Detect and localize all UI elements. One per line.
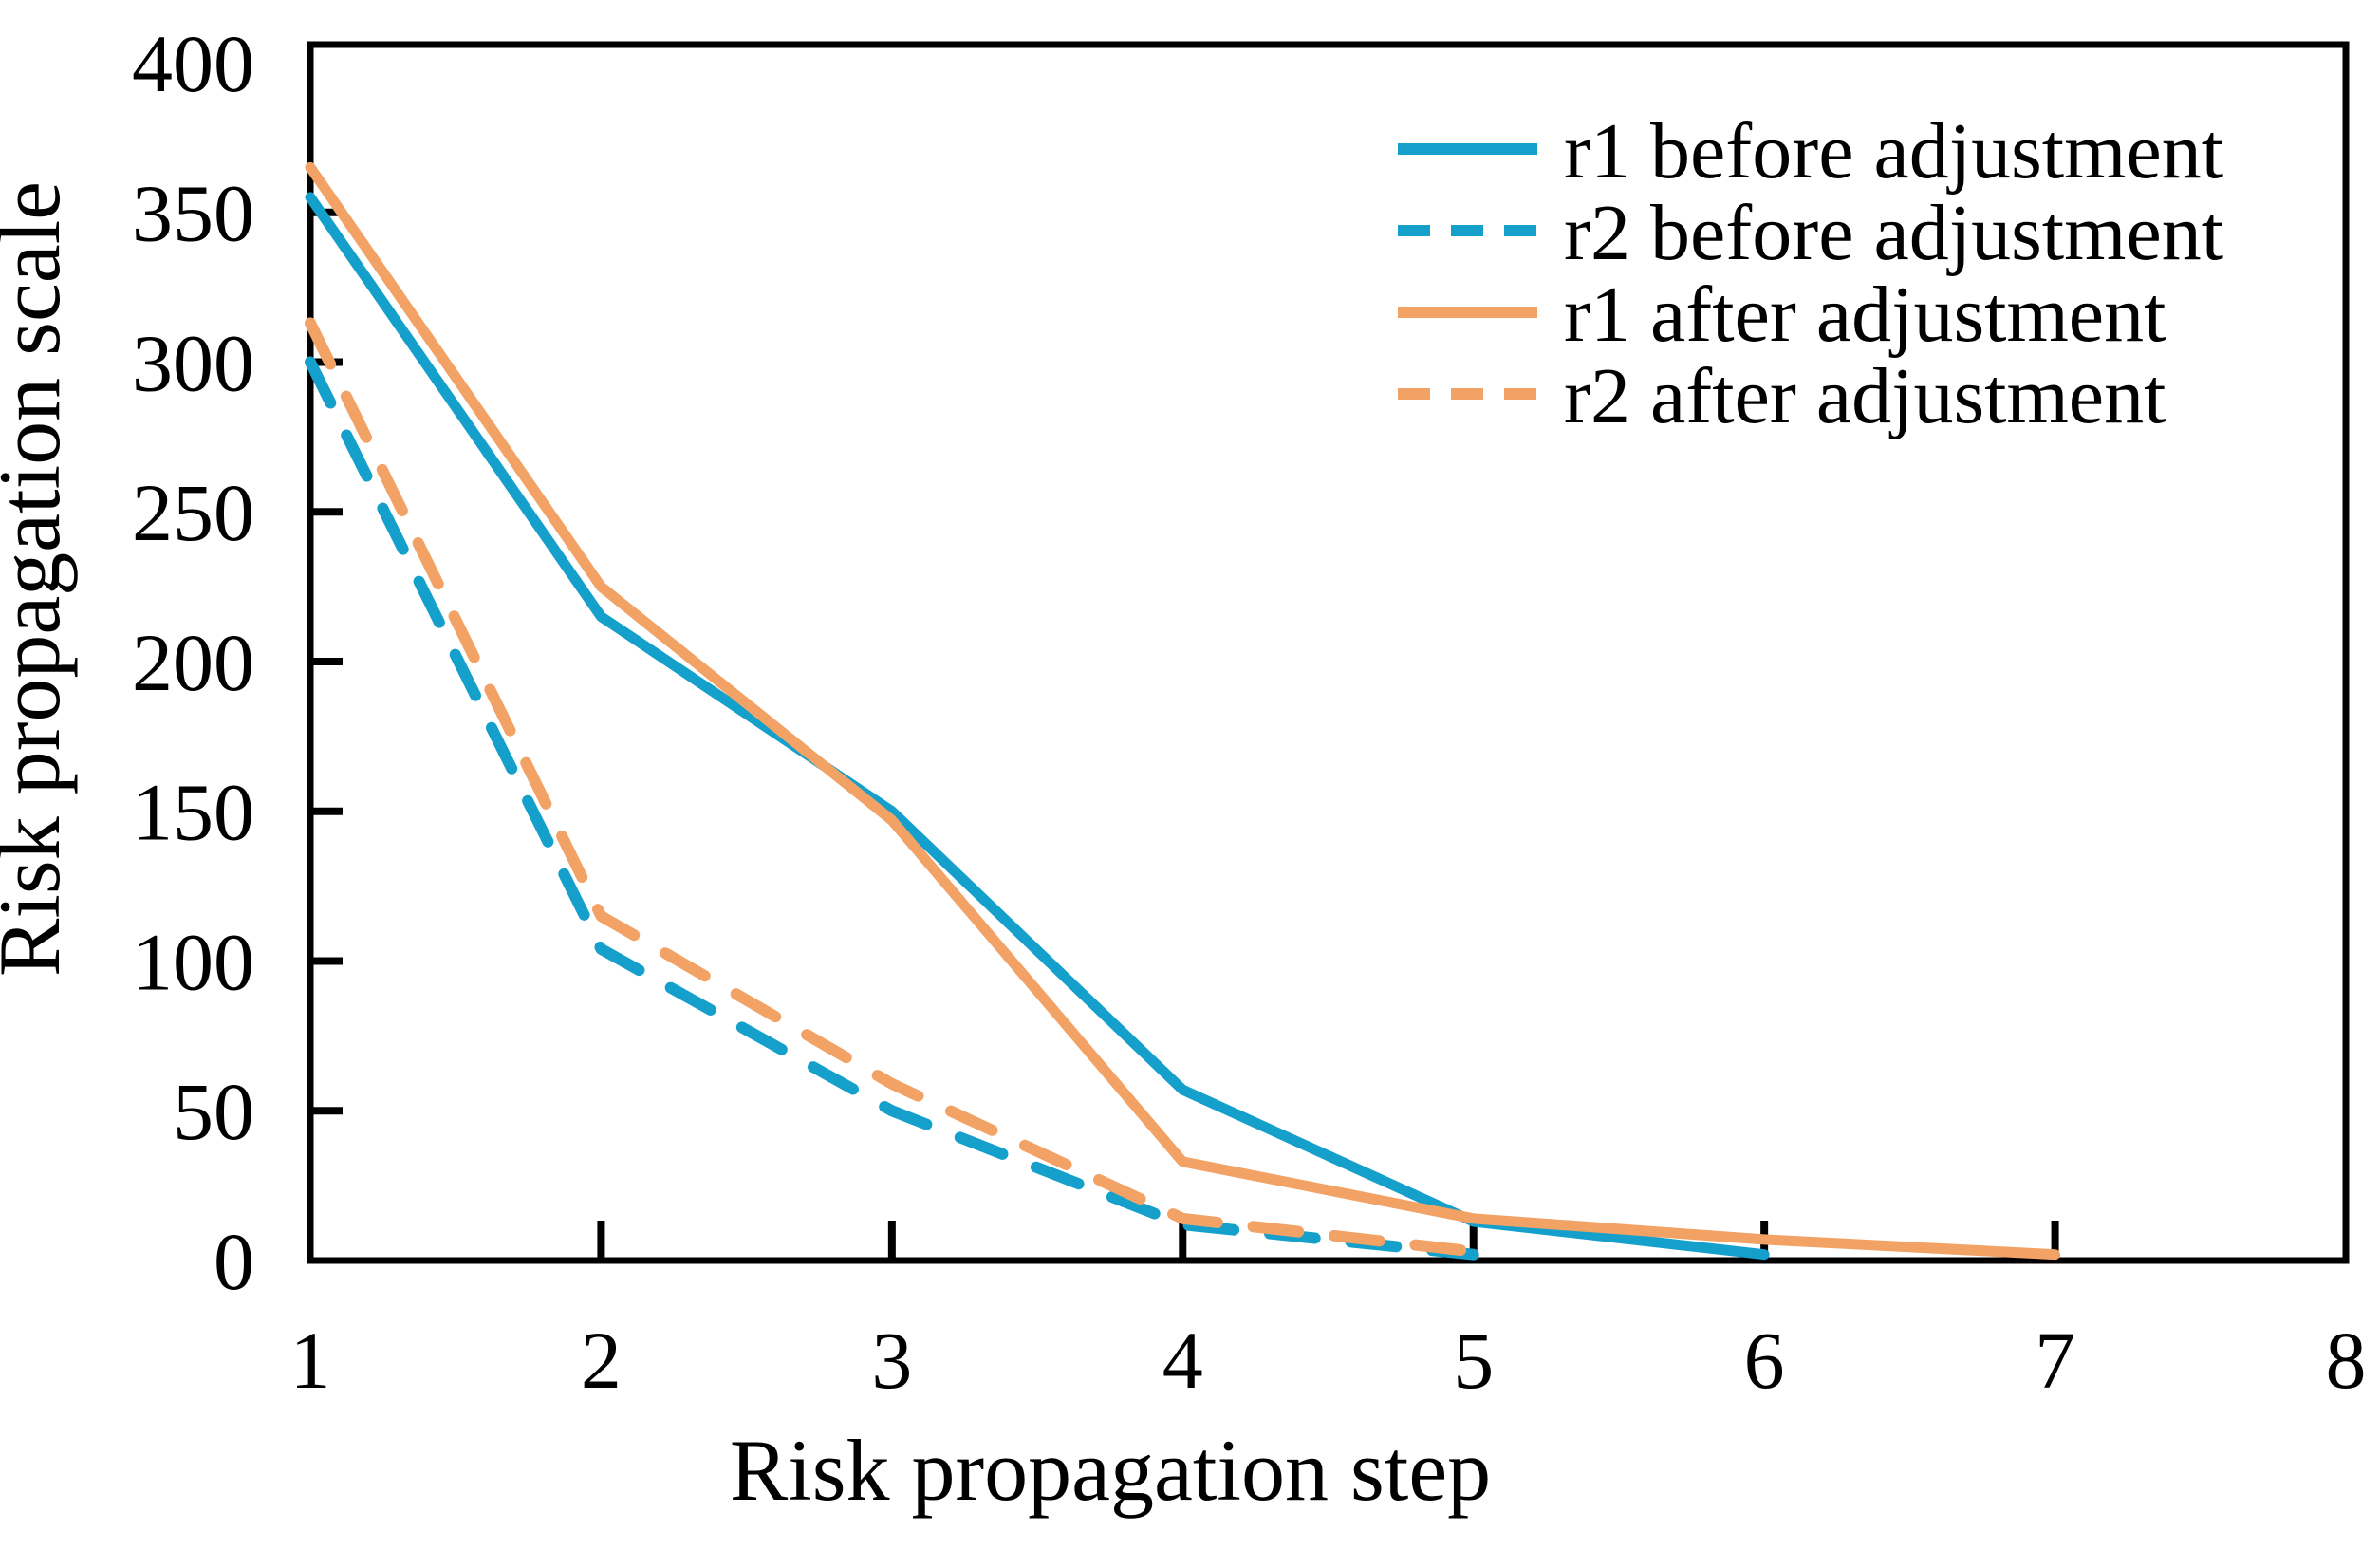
- legend-item-3: r1 after adjustment: [1398, 271, 2166, 359]
- x-tick-label: 2: [581, 1315, 622, 1406]
- series-line-3: [305, 161, 2061, 1261]
- y-tick-label: 350: [132, 168, 254, 259]
- y-tick-label: 150: [132, 767, 254, 858]
- y-tick-label: 300: [132, 317, 254, 408]
- x-tick-label: 7: [2035, 1315, 2075, 1406]
- series-line-1: [305, 192, 1770, 1261]
- legend-item-4: r2 after adjustment: [1398, 352, 2166, 440]
- y-tick-label: 0: [214, 1216, 254, 1307]
- legend-label: r2 after adjustment: [1564, 352, 2166, 440]
- legend-label: r1 after adjustment: [1564, 271, 2166, 359]
- legend-label: r1 before adjustment: [1564, 107, 2223, 196]
- y-tick-label: 200: [132, 617, 254, 708]
- x-tick-label: 4: [1162, 1315, 1203, 1406]
- legend-label: r2 before adjustment: [1564, 189, 2223, 277]
- x-tick-label: 1: [290, 1315, 331, 1406]
- x-tick-label: 8: [2326, 1315, 2367, 1406]
- y-tick-label: 250: [132, 467, 254, 558]
- x-axis-title: Risk propagation step: [730, 1422, 1491, 1519]
- x-tick-label: 6: [1744, 1315, 1785, 1406]
- y-tick-label: 400: [132, 18, 254, 109]
- y-axis-title: Risk propagation scale: [0, 181, 78, 977]
- legend-item-2: r2 before adjustment: [1398, 189, 2223, 277]
- series-line-4: [305, 317, 1479, 1258]
- legend-item-1: r1 before adjustment: [1398, 107, 2223, 196]
- y-tick-label: 50: [173, 1066, 254, 1157]
- plot-border: [307, 41, 2350, 1264]
- y-tick-label: 100: [132, 916, 254, 1007]
- x-tick-label: 3: [871, 1315, 912, 1406]
- x-tick-label: 5: [1453, 1315, 1494, 1406]
